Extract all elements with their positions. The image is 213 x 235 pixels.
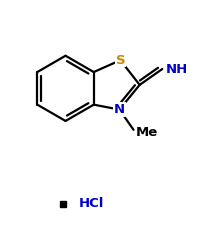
Text: N: N xyxy=(114,103,125,116)
Text: Me: Me xyxy=(135,126,158,139)
Text: NH: NH xyxy=(166,63,189,75)
Text: HCl: HCl xyxy=(78,197,104,211)
Text: S: S xyxy=(116,54,125,67)
